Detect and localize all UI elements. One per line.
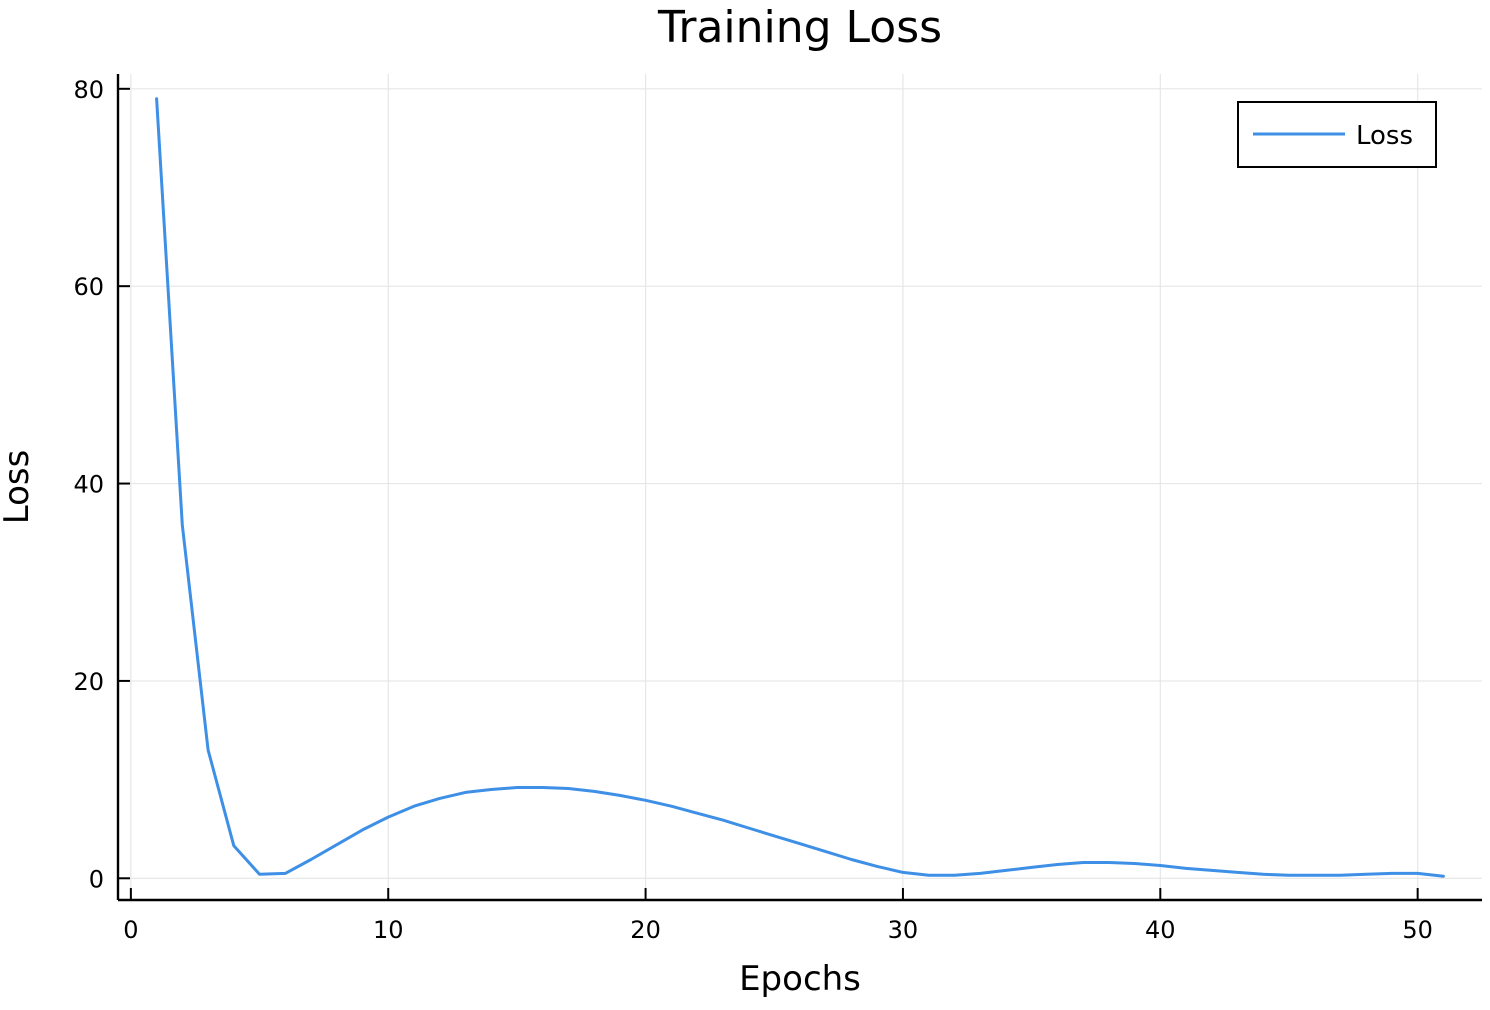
data-point — [618, 794, 621, 797]
data-point — [567, 787, 570, 790]
data-point — [979, 872, 982, 875]
data-point — [1313, 874, 1316, 877]
data-point — [1288, 874, 1291, 877]
data-point — [953, 874, 956, 877]
x-tick-label: 10 — [373, 916, 404, 944]
data-point — [1082, 861, 1085, 864]
data-point — [1210, 869, 1213, 872]
data-point — [310, 858, 313, 861]
data-point — [207, 749, 210, 752]
legend-label-loss: Loss — [1356, 121, 1413, 151]
data-point — [1236, 871, 1239, 874]
grid — [118, 74, 1482, 900]
data-point — [515, 786, 518, 789]
data-point — [1004, 869, 1007, 872]
data-point — [1056, 863, 1059, 866]
y-tick-label: 20 — [73, 668, 104, 696]
data-point — [876, 865, 879, 868]
data-point — [284, 872, 287, 875]
data-point — [696, 812, 699, 815]
data-point — [1416, 872, 1419, 875]
data-point — [1339, 874, 1342, 877]
data-point — [361, 828, 364, 831]
data-point — [335, 843, 338, 846]
x-axis-label: Epochs — [739, 959, 861, 999]
series-line-loss — [155, 97, 1445, 878]
data-point — [155, 97, 158, 100]
x-tick-label: 30 — [888, 916, 919, 944]
data-point — [747, 827, 750, 830]
plot-frame — [116, 74, 1482, 902]
data-point — [258, 873, 261, 876]
y-tick-label: 0 — [89, 865, 104, 893]
data-point — [670, 805, 673, 808]
y-axis-label: Loss — [0, 450, 37, 525]
ticks: 0 10 20 30 40 50 0 20 40 60 80 — [73, 76, 1432, 944]
data-point — [438, 797, 441, 800]
data-point — [1159, 864, 1162, 867]
x-tick-label: 20 — [630, 916, 661, 944]
data-point — [1262, 873, 1265, 876]
legend: Loss — [1237, 101, 1437, 168]
x-tick-label: 50 — [1402, 916, 1433, 944]
data-point — [901, 871, 904, 874]
data-point — [1107, 861, 1110, 864]
data-point — [387, 816, 390, 819]
data-point — [232, 844, 235, 847]
data-point — [644, 799, 647, 802]
y-tick-label: 80 — [73, 76, 104, 104]
data-point — [773, 834, 776, 837]
data-point — [593, 790, 596, 793]
data-point — [1185, 867, 1188, 870]
data-point — [1390, 872, 1393, 875]
x-tick-label: 40 — [1145, 916, 1176, 944]
data-point — [799, 842, 802, 845]
data-point — [1442, 875, 1445, 878]
x-tick-label: 0 — [123, 916, 138, 944]
y-tick-label: 60 — [73, 273, 104, 301]
data-point — [413, 805, 416, 808]
series — [155, 97, 1445, 878]
data-point — [850, 858, 853, 861]
data-point — [181, 524, 184, 527]
chart-title: Training Loss — [657, 2, 942, 53]
data-point — [927, 874, 930, 877]
data-point — [1133, 862, 1136, 865]
data-point — [721, 819, 724, 822]
data-point — [541, 786, 544, 789]
data-point — [1365, 873, 1368, 876]
data-point — [464, 791, 467, 794]
y-tick-label: 40 — [73, 471, 104, 499]
data-point — [490, 788, 493, 791]
data-point — [824, 850, 827, 853]
data-point — [1030, 866, 1033, 869]
